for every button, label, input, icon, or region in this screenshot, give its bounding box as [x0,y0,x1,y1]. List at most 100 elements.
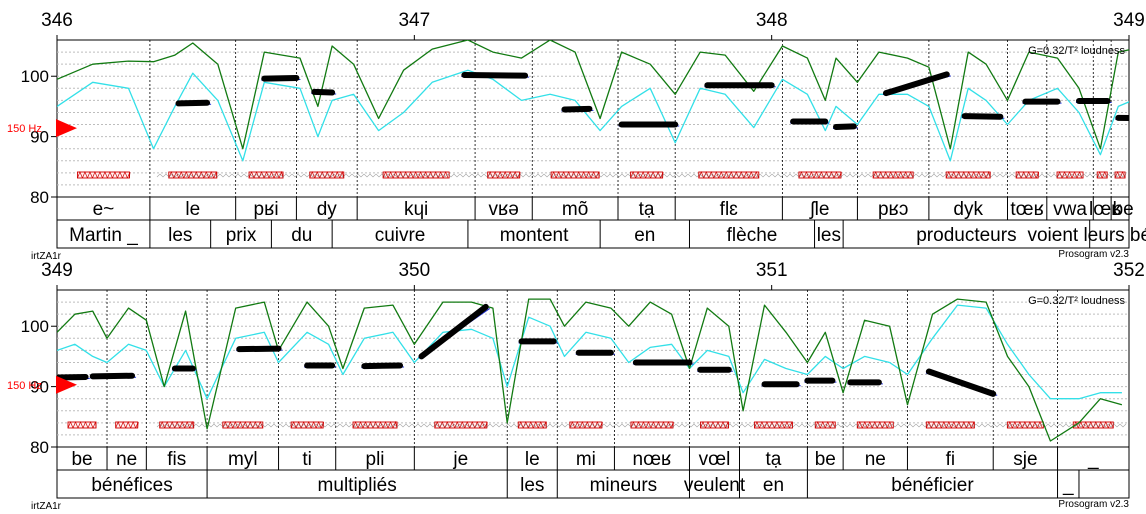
version-label: Prosogram v2.3 [1058,499,1129,510]
intensity-curve [57,40,1129,150]
syllable-label: ne [116,449,137,470]
nucleus-hatch [1072,421,1114,429]
syllable-label: _ [1087,449,1099,470]
y-tick-label: 90 [30,378,49,397]
nucleus-hatch [517,421,547,429]
stylized-pitch-segment [311,88,336,96]
word-label: montent [500,225,569,246]
syllable-label: ʃle [808,199,829,220]
syllable-label: vwa [1053,199,1087,220]
syllable-label: be [815,449,836,470]
stylized-pitch-segment [1115,114,1129,122]
time-tick-label: 351 [756,260,788,281]
stylized-pitch-segment [883,71,950,97]
nucleus-hatch [77,171,131,179]
stylized-pitch-segment [832,123,857,130]
nucleus-hatch [487,171,521,179]
syllable-label: e~ [93,199,115,220]
nucleus-hatch [382,171,449,179]
word-label: en [763,475,784,496]
syllable-label: tạ [639,199,655,220]
syllable-label: myl [228,449,258,470]
word-label: les [817,225,841,246]
word-label: bénéfices [91,475,172,496]
stylized-pitch-segment [461,72,529,79]
freq-marker-label: 150 Hz [7,123,42,135]
freq-marker-label: 150 Hz [7,380,42,392]
word-label: les [520,475,544,496]
word-label: en [634,225,655,246]
nucleus-hatch [290,421,324,429]
nucleus-hatch [1056,171,1083,179]
nucleus-hatch [309,170,345,179]
syllable-label: mõ [562,199,588,220]
nucleus-hatch [115,421,139,429]
word-label: _ [1062,475,1074,496]
y-tick-label: 80 [30,188,49,207]
word-label: veulent [684,475,746,496]
syllable-label: be [1113,199,1134,220]
file-label: irtZA1r [31,501,62,512]
syllable-label: flɛ [720,199,739,220]
stylized-pitch-segment [561,105,593,113]
loudness-curve [57,69,1129,162]
nucleus-hatch [222,421,264,429]
syllable-label: ti [302,449,312,470]
nucleus-hatch [434,421,488,429]
nucleus-hatch [630,171,664,179]
file-label: irtZA1r [31,251,62,262]
time-tick-label: 350 [398,260,430,281]
stylized-pitch-segment [236,345,282,353]
nucleus-hatch [754,421,793,429]
nucleus-hatch [248,170,284,179]
syllable-label: lœʁ [1089,199,1121,220]
syllable-label: tœʁ [1010,199,1044,220]
nucleus-hatch [856,421,893,429]
nucleus-hatch [159,420,195,429]
time-tick-label: 346 [41,10,73,31]
time-tick-label: 348 [756,10,788,31]
word-label: du [291,225,312,246]
freq-marker-triangle [56,119,77,138]
intensity-curve [57,298,1123,442]
nucleus-hatch [814,421,836,429]
syllable-label: fis [167,449,186,470]
time-tick-label: 349 [41,260,73,281]
nucleus-hatch [798,171,842,179]
syllable-label: le [525,449,540,470]
nucleus-hatch [925,421,975,429]
y-tick-label: 80 [30,438,49,457]
syllable-label: je [452,449,468,470]
freq-marker-triangle [56,375,77,394]
syllable-label: dy [317,199,338,220]
nucleus-hatch [700,421,729,429]
syllable-label: tạ [766,449,782,470]
nucleus-hatch [168,171,218,179]
nucleus-hatch [1015,171,1039,179]
syllable-label: dyk [953,199,983,220]
syllable-label: fi [946,449,956,470]
time-tick-label: 349 [1113,10,1145,31]
word-label: prix [226,225,257,246]
syllable-label: vʁə [488,199,518,220]
stylized-pitch-segment [57,373,89,381]
nucleus-hatch [630,421,674,429]
nucleus-hatch [352,420,398,429]
syllable-label: pʁi [254,199,279,220]
gain-label: G=0.32/T² loudness [1028,45,1125,57]
syllable-label: ne [865,449,886,470]
gain-label: G=0.32/T² loudness [1028,295,1125,307]
time-tick-label: 352 [1113,260,1145,281]
stylized-pitch-segment [361,362,404,370]
word-label: flèche [727,225,778,246]
syllable-label: pʁɔ [878,199,908,220]
y-tick-label: 100 [21,67,49,86]
stylized-pitch-segment [925,368,997,397]
prosogram-panel-1: 80 90 100 346 347 348 349 150 Hz G=0.32/T² loudn… [7,10,1146,262]
prosogram-panel-2: 80 90 100 349 350 351 352 150 Hz G=0.32/T² loudn… [7,260,1145,512]
word-label: voient leurs bénéfic [1027,225,1146,246]
stylized-pitch-segment [418,303,489,360]
panel-frame [56,39,1130,249]
nucleus-hatch [945,170,991,179]
